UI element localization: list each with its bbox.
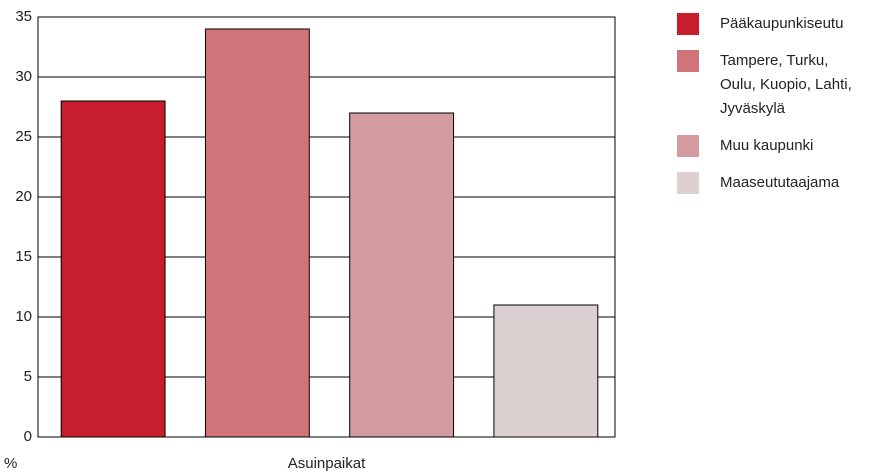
legend-item: Tampere, Turku, Oulu, Kuopio, Lahti, Jyv… (677, 50, 865, 121)
legend-item: Muu kaupunki (677, 135, 865, 158)
y-axis-label: % (4, 455, 17, 472)
bar (60, 100, 166, 438)
legend: Pääkaupunkiseutu Tampere, Turku, Oulu, Ku… (677, 13, 865, 209)
y-tick-label: 0 (24, 428, 32, 445)
legend-swatch (677, 50, 699, 72)
legend-label: Pääkaupunkiseutu (720, 15, 844, 32)
y-tick-label: 10 (15, 308, 32, 325)
y-tick-label: 25 (15, 128, 32, 145)
legend-item: Pääkaupunkiseutu (677, 13, 865, 36)
x-tick-label: Asuinpaikat (288, 455, 366, 472)
plot-border (37, 16, 616, 438)
y-tick-label: 20 (15, 188, 32, 205)
bar (349, 112, 455, 438)
legend-item: Maaseututaajama (677, 172, 865, 195)
y-tick-label: 5 (24, 368, 32, 385)
y-tick-label: 15 (15, 248, 32, 265)
legend-swatch (677, 135, 699, 157)
y-tick-label: 35 (15, 8, 32, 25)
legend-swatch (677, 13, 699, 35)
bar (204, 28, 310, 438)
legend-label: Muu kaupunki (720, 137, 814, 154)
y-tick-label: 30 (15, 68, 32, 85)
bar (493, 304, 599, 438)
legend-swatch (677, 172, 699, 194)
legend-label: Tampere, Turku, Oulu, Kuopio, Lahti, Jyv… (720, 52, 852, 117)
legend-label: Maaseututaajama (720, 174, 840, 191)
